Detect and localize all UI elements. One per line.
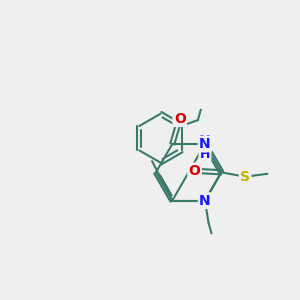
Text: O: O [189, 164, 200, 178]
Text: S: S [240, 170, 250, 184]
Text: N: N [199, 194, 211, 208]
Text: O: O [174, 112, 186, 126]
Text: N: N [199, 134, 211, 148]
Text: N: N [199, 137, 211, 151]
Text: H: H [200, 148, 210, 161]
